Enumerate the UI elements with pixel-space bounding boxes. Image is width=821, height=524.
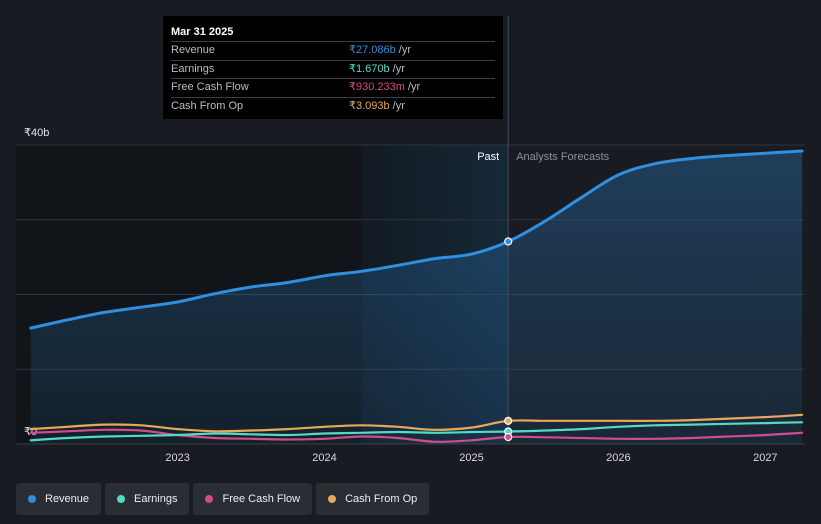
tooltip-unit: /yr	[392, 99, 405, 112]
legend-item-earnings[interactable]: Earnings	[105, 483, 190, 515]
tooltip: Mar 31 2025 Revenue ₹27.086b /yr Earning…	[163, 16, 503, 119]
tooltip-label: Earnings	[171, 62, 215, 75]
tooltip-label: Revenue	[171, 44, 216, 56]
tooltip-row-revenue: Revenue ₹27.086b /yr	[171, 41, 495, 60]
revenue-marker	[504, 237, 513, 246]
cash-from-op-marker	[504, 416, 513, 425]
legend-dot-icon	[117, 495, 126, 503]
tooltip-unit: /yr	[398, 44, 411, 56]
legend-label: Cash From Op	[345, 493, 418, 505]
forecast-label: Analysts Forecasts	[516, 151, 609, 163]
legend-label: Free Cash Flow	[222, 493, 301, 505]
x-tick-label: 2023	[165, 452, 189, 464]
tooltip-row-earnings: Earnings ₹1.670b /yr	[171, 59, 495, 79]
legend-dot-icon	[328, 495, 337, 503]
tooltip-row-cash-from-op: Cash From Op ₹3.093b /yr	[171, 96, 495, 116]
legend: Revenue Earnings Free Cash Flow Cash Fro…	[16, 483, 430, 515]
tooltip-value: ₹1.670b	[349, 62, 390, 75]
x-tick-label: 2026	[606, 452, 630, 464]
tooltip-row-free-cash-flow: Free Cash Flow ₹930.233m /yr	[171, 78, 495, 97]
legend-dot-icon	[205, 495, 214, 503]
past-label: Past	[477, 151, 499, 163]
tooltip-unit: /yr	[392, 62, 405, 75]
legend-item-cash-from-op[interactable]: Cash From Op	[316, 483, 430, 515]
tooltip-label: Cash From Op	[171, 99, 244, 112]
x-tick-label: 2027	[753, 452, 777, 464]
legend-label: Earnings	[134, 493, 178, 505]
tooltip-date: Mar 31 2025	[171, 26, 234, 38]
x-tick-label: 2025	[459, 452, 483, 464]
tooltip-value: ₹27.086b	[349, 44, 396, 56]
legend-item-free-cash-flow[interactable]: Free Cash Flow	[193, 483, 313, 515]
tooltip-value: ₹3.093b	[349, 99, 390, 112]
revenue-area	[30, 151, 803, 444]
legend-label: Revenue	[45, 493, 90, 505]
y-tick-label: ₹40b	[24, 127, 49, 139]
legend-item-revenue[interactable]: Revenue	[16, 483, 102, 515]
x-tick-label: 2024	[312, 452, 336, 464]
legend-dot-icon	[28, 495, 36, 503]
tooltip-label: Free Cash Flow	[171, 81, 249, 93]
free-cash-flow-line	[29, 428, 804, 443]
tooltip-unit: /yr	[407, 81, 421, 93]
tooltip-value: ₹930.233m	[349, 81, 405, 93]
cash-from-op-line	[29, 413, 804, 433]
free-cash-flow-marker	[504, 432, 513, 442]
revenue-line	[29, 149, 804, 330]
earnings-line	[29, 421, 804, 442]
